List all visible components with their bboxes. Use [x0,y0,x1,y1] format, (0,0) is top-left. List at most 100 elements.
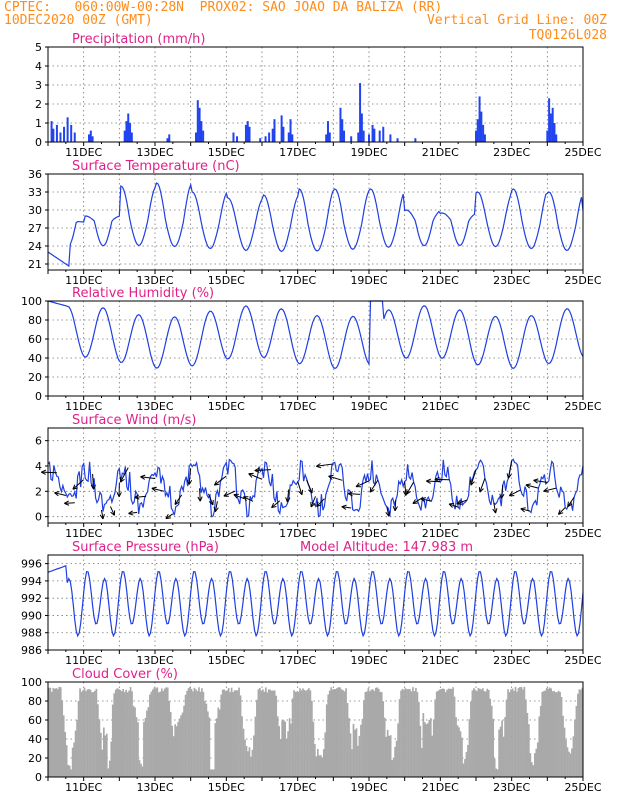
cloud-bar [270,690,273,777]
wind-vector [456,499,468,505]
cloud-bar [175,726,178,777]
cloud-bar [532,765,535,777]
cloud-bar [134,707,136,777]
cloud-bar [382,701,385,777]
rh-panel: 0 20 40 60 80 100 11DEC 13DEC 15DEC 17DEC 19DEC 21D… [21,286,602,413]
cloud-bar [266,692,269,777]
cloud-bar [70,769,72,777]
cloud-bar [578,689,581,777]
wind-vector-head [448,502,455,508]
cloud-bar [131,691,133,777]
wind-vector-head [456,499,462,505]
cloud-bar [474,689,477,777]
cloud-bar [410,691,413,777]
cloud-bar [55,688,58,777]
cloud-bar [536,742,539,777]
cloud-bar [333,689,336,777]
precip-bar [382,126,385,142]
cloud-bar [501,720,503,777]
cloud-bar [337,687,340,777]
precip-bar [373,128,376,142]
cloud-bar [149,694,151,777]
wind-vector-head [557,509,564,515]
wind-vector [479,478,486,493]
wind-vector [72,479,84,490]
wind-vector [119,467,129,483]
wind-vector [297,481,303,495]
cloud-bar [489,698,492,777]
precip-xtick-label: 23DEC [493,146,530,159]
cloud-bar [247,751,249,777]
cloud-xtick-label: 11DEC [65,781,102,794]
cloud-bar [351,749,353,777]
cloud-bar [279,739,282,777]
precip-bar [360,113,363,142]
cloud-bar [110,741,113,777]
precip-bar [248,126,251,142]
cloud-bar [238,687,240,777]
cloud-bar [226,690,229,777]
precip-xtick-label: 15DEC [208,146,245,159]
cloud-bar [242,728,245,777]
rh-xtick-label: 25DEC [564,400,601,413]
cloud-bar [428,719,431,777]
cloud-bar [571,748,573,777]
cloud-bar [339,687,341,777]
precip-xtick-label: 19DEC [350,146,387,159]
temp-panel: 21 24 27 30 33 36 11DEC 13DEC 15DEC 17DEC 19DEC 21D… [28,159,602,287]
cloud-bar [205,703,208,777]
cloud-bar [140,763,142,777]
cloud-bar [364,692,367,777]
cloud-bar [132,705,135,777]
cloud-bar [202,691,205,777]
rh-ytick-label: 20 [28,371,42,384]
wind-xtick-label: 13DEC [136,527,173,540]
cloud-bar [95,688,98,777]
wind-vector-head [254,467,260,473]
cloud-bar [321,757,324,777]
rh-ytick-label: 80 [28,314,42,327]
wind-xtick-label: 19DEC [350,527,387,540]
cloud-bar [276,716,279,777]
rh-xtick-label: 23DEC [493,400,530,413]
cloud-bar [259,687,261,777]
wind-vector-head [533,478,539,484]
temp-line [47,182,584,268]
cloud-bar [294,691,297,777]
wind-vector-head [271,502,277,509]
cloud-bar [244,739,246,777]
cloud-bar [171,725,174,777]
precip-bar [63,126,66,142]
wind-vector-head [116,492,122,498]
cloud-bar [437,690,440,777]
wind-vector-head [134,494,140,500]
cloud-bar [443,688,445,777]
header-location: CPTEC: 060:00W-00:28N PROX02: SAO JOAO D… [4,0,443,15]
cloud-bar [314,744,316,777]
temp-xtick-label: 19DEC [350,274,387,287]
cloud-bar [554,692,557,777]
wind-vector-head [90,484,96,490]
cloud-xtick-label: 15DEC [208,781,245,794]
rh-ytick-label: 0 [35,390,42,403]
cloud-bar [526,712,529,777]
cloud-bar [278,726,281,777]
cloud-ytick-label: 40 [28,733,42,746]
wind-vector [92,473,95,490]
cloud-bar [85,691,87,777]
cloud-bar [129,686,132,777]
cloud-bar [62,715,65,777]
cloud-bar [533,753,536,777]
temp-xtick-label: 11DEC [65,274,102,287]
header-model-id: TQ0126L028 [528,28,607,43]
cloud-bar [431,735,434,777]
wind-vector-head [506,473,512,479]
cloud-bar [371,689,374,777]
wind-vector [509,489,521,497]
cloud-bar [178,718,181,777]
rh-xtick-label: 21DEC [422,400,459,413]
cloud-bar [83,687,86,777]
temp-ytick-label: 21 [28,258,42,271]
pres-panel: 986 988 990 992 994 996 11DEC 13DEC 15DEC 17DEC 19… [21,540,602,667]
wind-vector [369,479,379,493]
